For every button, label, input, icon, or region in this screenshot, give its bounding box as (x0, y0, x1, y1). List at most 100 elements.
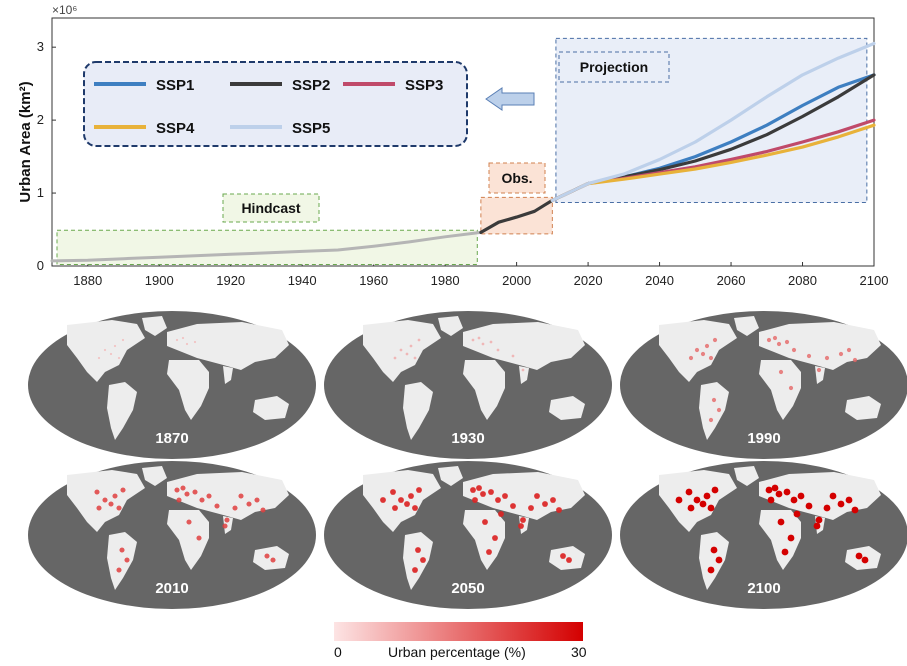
urban-cluster (528, 505, 534, 511)
legend-label-ssp4: SSP4 (156, 120, 195, 137)
urban-cluster (492, 535, 498, 541)
continent-south-america (403, 382, 433, 440)
urban-cluster (254, 497, 260, 503)
urban-cluster (704, 343, 710, 349)
urban-cluster (815, 516, 823, 524)
urban-cluster (222, 523, 228, 529)
urban-cluster (861, 556, 869, 564)
world-map-graphic (620, 311, 907, 459)
urban-cluster (560, 553, 566, 559)
urban-cluster (174, 487, 180, 493)
urban-cluster (838, 351, 844, 357)
x-tick-label: 2080 (788, 273, 817, 288)
urban-cluster (784, 339, 790, 345)
x-tick-label: 1900 (145, 273, 174, 288)
continent-australia (845, 396, 881, 420)
urban-cluster (471, 338, 475, 342)
urban-cluster (480, 491, 486, 497)
urban-cluster (816, 367, 822, 373)
continent-eurasia (463, 472, 585, 520)
x-tick-label: 1920 (216, 273, 245, 288)
urban-cluster (260, 507, 266, 513)
urban-cluster (392, 505, 398, 511)
urban-cluster (176, 497, 182, 503)
urban-cluster (199, 497, 205, 503)
continent-greenland (142, 316, 167, 336)
urban-cluster (846, 347, 852, 353)
hindcast-annotation-box (222, 193, 320, 223)
continent-north-america (67, 320, 145, 382)
world-map-graphic (324, 311, 612, 459)
urban-cluster (708, 355, 714, 361)
x-tick-label: 1980 (431, 273, 460, 288)
urban-cluster (829, 492, 837, 500)
urban-cluster (693, 496, 701, 504)
urban-cluster (711, 486, 719, 494)
urban-cluster (852, 357, 858, 363)
urban-cluster (103, 348, 107, 352)
urban-cluster (787, 534, 795, 542)
urban-cluster (415, 547, 421, 553)
colorbar-min-label: 0 (334, 644, 342, 660)
continent-greenland (438, 316, 463, 336)
legend-label-ssp5: SSP5 (292, 120, 330, 137)
urban-cluster (711, 397, 717, 403)
urban-cluster (175, 338, 179, 342)
urban-cluster (550, 497, 556, 503)
urban-cluster (404, 501, 410, 507)
urban-cluster (224, 517, 230, 523)
series-line-ssp5 (550, 41, 876, 202)
x-tick-label: 2100 (860, 273, 889, 288)
urban-cluster (489, 340, 493, 344)
y-scale-note: ×10⁶ (52, 3, 77, 17)
urban-cluster (708, 417, 714, 423)
urban-cluster (470, 487, 476, 493)
urban-cluster (771, 484, 779, 492)
urban-cluster (767, 496, 775, 504)
urban-cluster (409, 344, 413, 348)
urban-cluster (246, 501, 252, 507)
legend-box (83, 61, 468, 147)
urban-cluster (413, 356, 417, 360)
urban-cluster (542, 501, 548, 507)
map-year-label: 2100 (747, 580, 781, 597)
urban-cluster (405, 352, 409, 356)
urban-cluster (97, 356, 101, 360)
x-tick-label: 1880 (73, 273, 102, 288)
urban-cluster (113, 344, 117, 348)
map-year-label: 1930 (451, 430, 485, 447)
projection-annotation-box (558, 51, 670, 83)
urban-cluster (390, 489, 396, 495)
world-map-2010: 2010 (27, 460, 317, 610)
y-tick-label: 0 (37, 258, 44, 273)
colorbar (334, 622, 583, 641)
series-line-hindcast (50, 230, 483, 263)
urban-cluster (398, 497, 404, 503)
continent-africa (463, 360, 505, 420)
urban-cluster (186, 519, 192, 525)
urban-cluster (783, 488, 791, 496)
urban-cluster (823, 504, 831, 512)
urban-cluster (112, 493, 118, 499)
y-tick-label: 1 (37, 185, 44, 200)
continent-greenland (734, 316, 759, 336)
urban-cluster (712, 337, 718, 343)
world-map-1870: 1870 (27, 310, 317, 460)
urban-cluster (232, 505, 238, 511)
continent-eurasia (759, 472, 881, 520)
hindcast-annotation-label: Hindcast (241, 200, 300, 216)
continent-eurasia (167, 322, 289, 370)
urban-cluster (766, 337, 772, 343)
urban-cluster (776, 341, 782, 347)
projection-annotation-label: Projection (580, 59, 648, 75)
continent-india (519, 366, 529, 384)
urban-cluster (824, 355, 830, 361)
urban-cluster (765, 486, 773, 494)
urban-cluster (707, 504, 715, 512)
world-map-2100: 2100 (619, 460, 907, 610)
continent-africa (759, 510, 801, 570)
urban-cluster (707, 566, 715, 574)
urban-cluster (238, 493, 244, 499)
urban-area-chart: 1880 1900 1920 1940 1960 1980 2000 2020 2040 2060… (17, 3, 889, 288)
continent-south-america (107, 382, 137, 440)
